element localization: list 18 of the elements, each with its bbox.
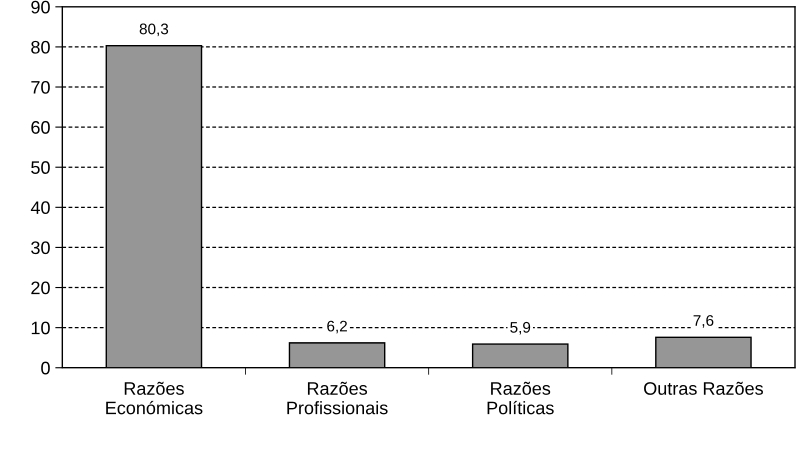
y-tick-label: 70 [31, 80, 50, 94]
data-label: 6,2 [327, 320, 347, 334]
y-tick-label: 30 [31, 241, 50, 254]
x-tick-label: Razões Profissionais [287, 382, 388, 414]
x-tick-label: Razões Políticas [488, 382, 554, 414]
data-label: 7,6 [694, 315, 714, 328]
y-tick-label: 40 [30, 201, 50, 214]
y-tick-label: 20 [31, 281, 50, 294]
x-tick-label: Outras Razões [644, 382, 763, 395]
x-tick-label: Razões Económicas [106, 382, 202, 414]
data-label: 80,3 [140, 24, 168, 36]
y-tick-label: 80 [31, 40, 50, 54]
y-tick-label: 0 [41, 362, 50, 374]
y-tick-label: 50 [31, 161, 50, 174]
y-tick-label: 10 [32, 322, 50, 334]
y-tick-label: 60 [31, 121, 50, 134]
data-label: 5,9 [510, 322, 530, 335]
y-tick-label: 90 [31, 0, 50, 14]
